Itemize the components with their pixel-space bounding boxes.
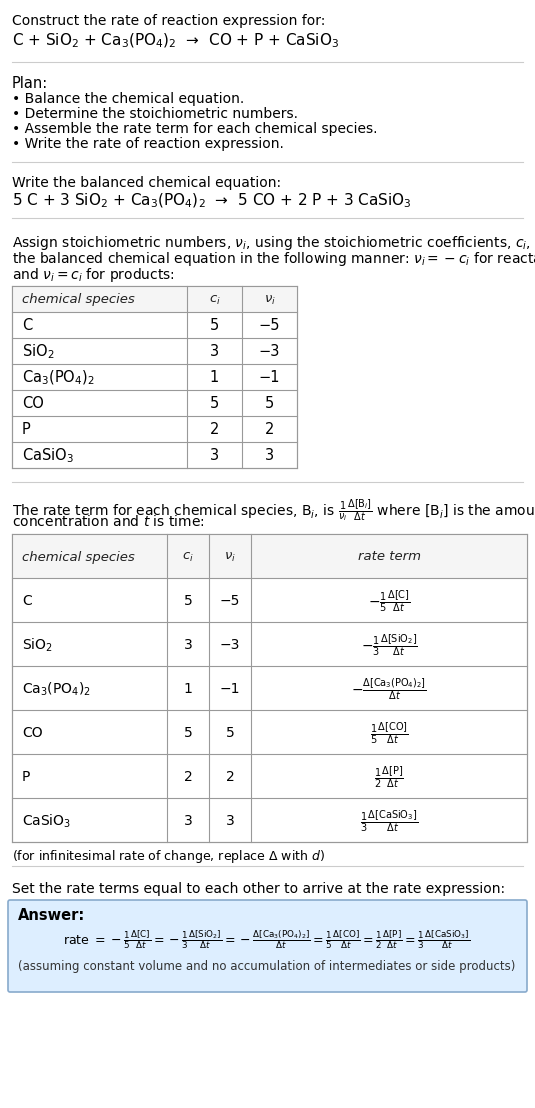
Bar <box>12 534 527 578</box>
Text: C: C <box>22 594 32 608</box>
Text: rate term: rate term <box>357 551 421 564</box>
Text: Plan:: Plan: <box>12 76 48 91</box>
Text: Assign stoichiometric numbers, $\nu_i$, using the stoichiometric coefficients, $: Assign stoichiometric numbers, $\nu_i$, … <box>12 234 535 252</box>
Text: −1: −1 <box>220 683 240 696</box>
Text: C: C <box>22 318 32 334</box>
Text: 5 C + 3 SiO$_2$ + Ca$_3$(PO$_4$)$_2$  →  5 CO + 2 P + 3 CaSiO$_3$: 5 C + 3 SiO$_2$ + Ca$_3$(PO$_4$)$_2$ → 5… <box>12 192 412 211</box>
Text: 5: 5 <box>210 318 219 334</box>
Text: −1: −1 <box>259 370 280 386</box>
Text: 3: 3 <box>265 449 274 463</box>
Text: 1: 1 <box>184 683 193 696</box>
Text: $\nu_i$: $\nu_i$ <box>224 551 236 564</box>
Text: 5: 5 <box>210 397 219 411</box>
Text: 3: 3 <box>226 814 234 828</box>
Text: $\frac{1}{2}\frac{\Delta[\mathrm{P}]}{\Delta t}$: $\frac{1}{2}\frac{\Delta[\mathrm{P}]}{\D… <box>374 765 404 790</box>
Text: Write the balanced chemical equation:: Write the balanced chemical equation: <box>12 176 281 189</box>
Text: Answer:: Answer: <box>18 907 85 923</box>
Text: 1: 1 <box>210 370 219 386</box>
Text: C + SiO$_2$ + Ca$_3$(PO$_4$)$_2$  →  CO + P + CaSiO$_3$: C + SiO$_2$ + Ca$_3$(PO$_4$)$_2$ → CO + … <box>12 32 339 50</box>
Text: $\nu_i$: $\nu_i$ <box>264 294 276 307</box>
Text: −5: −5 <box>220 594 240 608</box>
Text: CO: CO <box>22 726 43 740</box>
Text: −3: −3 <box>259 345 280 359</box>
Bar <box>12 534 527 842</box>
Text: 2: 2 <box>210 422 219 438</box>
Text: 5: 5 <box>184 726 193 740</box>
Text: $\frac{1}{5}\frac{\Delta[\mathrm{CO}]}{\Delta t}$: $\frac{1}{5}\frac{\Delta[\mathrm{CO}]}{\… <box>370 720 408 746</box>
Text: 2: 2 <box>265 422 274 438</box>
Text: $-\frac{1}{5}\frac{\Delta[\mathrm{C}]}{\Delta t}$: $-\frac{1}{5}\frac{\Delta[\mathrm{C}]}{\… <box>368 588 410 614</box>
Text: (for infinitesimal rate of change, replace Δ with $d$): (for infinitesimal rate of change, repla… <box>12 848 325 865</box>
Text: (assuming constant volume and no accumulation of intermediates or side products): (assuming constant volume and no accumul… <box>18 960 516 973</box>
Bar <box>12 286 297 312</box>
Text: 3: 3 <box>210 345 219 359</box>
Text: −3: −3 <box>220 638 240 652</box>
Text: Set the rate terms equal to each other to arrive at the rate expression:: Set the rate terms equal to each other t… <box>12 882 505 896</box>
Text: 5: 5 <box>265 397 274 411</box>
Text: 3: 3 <box>184 814 193 828</box>
Text: $-\frac{1}{3}\frac{\Delta[\mathrm{SiO_2}]}{\Delta t}$: $-\frac{1}{3}\frac{\Delta[\mathrm{SiO_2}… <box>361 633 417 658</box>
Text: chemical species: chemical species <box>22 551 135 564</box>
Text: Ca$_3$(PO$_4$)$_2$: Ca$_3$(PO$_4$)$_2$ <box>22 680 91 698</box>
Text: SiO$_2$: SiO$_2$ <box>22 636 53 654</box>
Text: Ca$_3$(PO$_4$)$_2$: Ca$_3$(PO$_4$)$_2$ <box>22 369 95 387</box>
Text: • Determine the stoichiometric numbers.: • Determine the stoichiometric numbers. <box>12 107 298 121</box>
Text: • Assemble the rate term for each chemical species.: • Assemble the rate term for each chemic… <box>12 122 378 136</box>
Text: P: P <box>22 770 30 784</box>
Text: Construct the rate of reaction expression for:: Construct the rate of reaction expressio… <box>12 14 325 28</box>
Text: 3: 3 <box>210 449 219 463</box>
Text: CaSiO$_3$: CaSiO$_3$ <box>22 812 71 830</box>
Text: −5: −5 <box>259 318 280 334</box>
Text: • Balance the chemical equation.: • Balance the chemical equation. <box>12 92 244 106</box>
Text: $\frac{1}{3}\frac{\Delta[\mathrm{CaSiO_3}]}{\Delta t}$: $\frac{1}{3}\frac{\Delta[\mathrm{CaSiO_3… <box>360 808 418 834</box>
FancyBboxPatch shape <box>8 900 527 992</box>
Text: 3: 3 <box>184 638 193 652</box>
Text: $c_i$: $c_i$ <box>209 294 220 307</box>
Text: $-\frac{\Delta[\mathrm{Ca_3(PO_4)_2}]}{\Delta t}$: $-\frac{\Delta[\mathrm{Ca_3(PO_4)_2}]}{\… <box>351 676 427 701</box>
Text: P: P <box>22 422 30 438</box>
Text: the balanced chemical equation in the following manner: $\nu_i = -c_i$ for react: the balanced chemical equation in the fo… <box>12 250 535 268</box>
Text: SiO$_2$: SiO$_2$ <box>22 342 55 361</box>
Text: CO: CO <box>22 397 44 411</box>
Text: 2: 2 <box>226 770 234 784</box>
Text: 5: 5 <box>184 594 193 608</box>
Text: concentration and $t$ is time:: concentration and $t$ is time: <box>12 514 205 529</box>
Text: 2: 2 <box>184 770 193 784</box>
Text: rate $= -\frac{1}{5}\frac{\Delta[\mathrm{C}]}{\Delta t} = -\frac{1}{3}\frac{\Del: rate $= -\frac{1}{5}\frac{\Delta[\mathrm… <box>64 929 470 952</box>
Text: $c_i$: $c_i$ <box>182 551 194 564</box>
Text: and $\nu_i = c_i$ for products:: and $\nu_i = c_i$ for products: <box>12 266 175 284</box>
Text: chemical species: chemical species <box>22 294 135 307</box>
Text: • Write the rate of reaction expression.: • Write the rate of reaction expression. <box>12 137 284 151</box>
Text: The rate term for each chemical species, B$_i$, is $\frac{1}{\nu_i}\frac{\Delta[: The rate term for each chemical species,… <box>12 497 535 524</box>
Text: CaSiO$_3$: CaSiO$_3$ <box>22 447 74 465</box>
Text: 5: 5 <box>226 726 234 740</box>
Bar <box>12 286 297 468</box>
